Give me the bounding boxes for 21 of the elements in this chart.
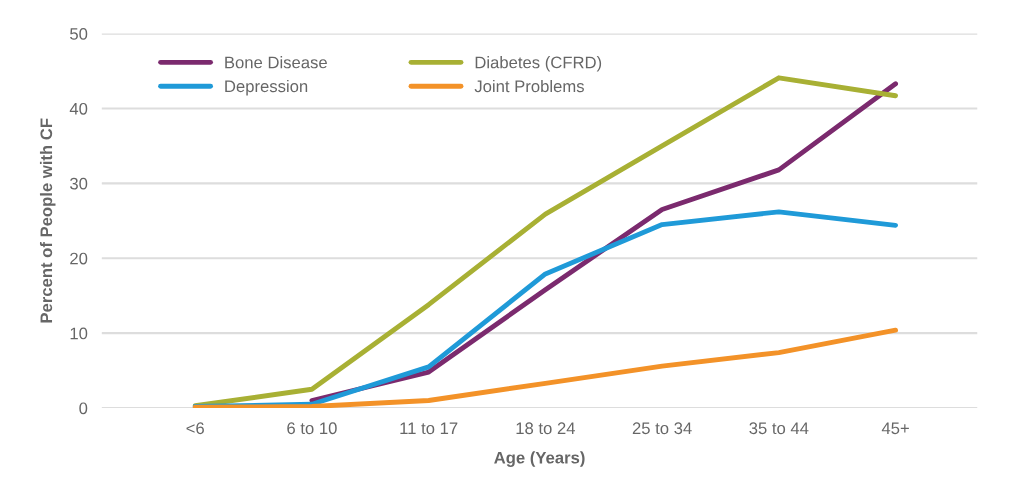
y-tick-label: 40 (69, 102, 88, 115)
line-series (192, 327, 898, 408)
x-tick-label: <6 (186, 422, 204, 435)
x-tick-label: 25 to 34 (632, 422, 692, 435)
legend-label: Bone Disease (225, 56, 327, 69)
x-tick-label: 35 to 44 (749, 422, 809, 435)
y-tick-label: 20 (70, 252, 88, 265)
y-tick-label: 0 (79, 402, 88, 415)
y-axis-title: Percent of People with CF (39, 118, 56, 323)
x-tick-label: 6 to 10 (287, 422, 337, 435)
y-tick-label: 30 (70, 177, 88, 190)
x-axis-title: Age (Years) (494, 451, 585, 467)
y-tick-label: 10 (70, 327, 88, 340)
legend-label: Diabetes (CFRD) (475, 56, 602, 72)
legend-label: Joint Problems (474, 79, 584, 93)
line-series (192, 75, 898, 408)
x-tick-label: 11 to 17 (400, 422, 458, 435)
y-tick-label: 50 (70, 28, 88, 40)
x-tick-label: 18 to 24 (516, 422, 576, 435)
x-tick-label: 45+ (881, 422, 909, 435)
legend-label: Depression (225, 79, 308, 96)
